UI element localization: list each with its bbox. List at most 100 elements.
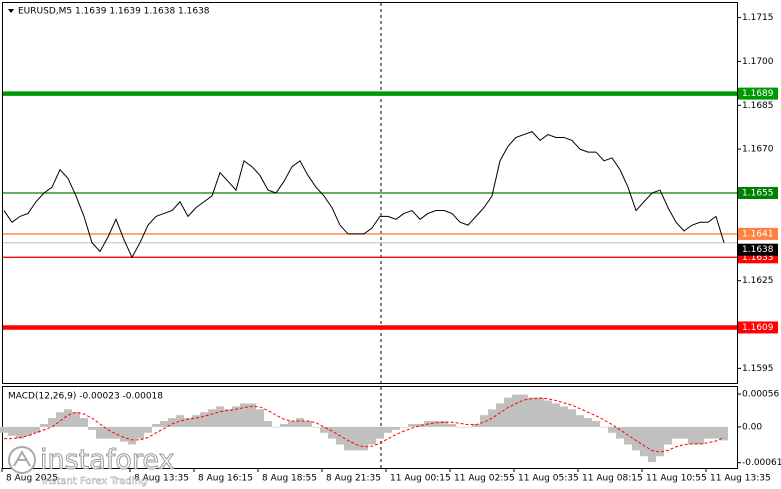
macd-bar (144, 426, 152, 433)
macd-bar (176, 415, 184, 427)
macd-bar (696, 426, 704, 445)
macd-bar (296, 418, 304, 427)
macd-bar (320, 426, 328, 433)
macd-bar (480, 415, 488, 427)
macd-bar (496, 403, 504, 427)
macd-bar (40, 423, 48, 427)
macd-bar (648, 426, 656, 463)
level-label-box (738, 187, 778, 199)
y-tick-label: 1.1595 (742, 364, 774, 374)
macd-bar (672, 426, 680, 439)
macd-bar (616, 426, 624, 439)
macd-bar (216, 406, 224, 427)
level-label: 1.1655 (742, 189, 774, 199)
price-panel-frame (2, 2, 738, 384)
level-label-box (738, 251, 778, 264)
macd-bar (368, 426, 376, 445)
macd-bar (152, 423, 160, 427)
macd-bar (160, 421, 168, 427)
macd-bar (632, 426, 640, 451)
macd-bar (168, 418, 176, 427)
macd-bar (392, 426, 400, 430)
macd-bar (504, 397, 512, 427)
macd-bar (576, 415, 584, 427)
level-label: 1.1641 (742, 229, 774, 239)
macd-bar (360, 426, 368, 451)
macd-bar (552, 403, 560, 427)
macd-bar (528, 397, 536, 427)
x-tick-label: 8 Aug 13:35 (134, 474, 189, 484)
macd-bar (384, 426, 392, 433)
macd-bar (104, 426, 112, 439)
level-label: 1.1633 (742, 253, 774, 263)
level-label: 1.1689 (742, 89, 774, 99)
watermark-brand: instaforex (40, 445, 174, 476)
level-label-box (738, 87, 778, 100)
macd-bar (448, 423, 456, 427)
macd-bar (416, 423, 424, 427)
menu-triangle (8, 9, 14, 13)
macd-bar (200, 412, 208, 427)
macd-bar (592, 421, 600, 427)
y-tick-label: 1.1625 (742, 276, 774, 286)
macd-bar (72, 412, 80, 427)
macd-bar (560, 406, 568, 427)
chart-title: EURUSD,M5 1.1639 1.1639 1.1638 1.1638 (18, 7, 210, 17)
macd-bar (568, 409, 576, 427)
macd-bar (128, 426, 136, 445)
x-tick-label: 11 Aug 05:35 (518, 474, 579, 484)
last-price-label: 1.1638 (742, 245, 774, 255)
macd-bar (432, 421, 440, 427)
macd-bar (288, 421, 296, 427)
macd-bar (720, 426, 728, 441)
price-line (3, 131, 725, 259)
macd-bar (208, 409, 216, 427)
macd-bar (88, 426, 96, 430)
macd-bar (688, 426, 696, 445)
macd-bar (376, 426, 384, 439)
macd-bar (16, 426, 24, 439)
macd-bar (512, 394, 520, 427)
y-tick-label: 0.00056 (742, 390, 779, 400)
level-label-box (738, 227, 778, 240)
macd-bar (96, 426, 104, 439)
macd-bar (328, 426, 336, 439)
macd-bar (456, 426, 464, 428)
macd-bar (464, 426, 472, 428)
x-tick-label: 11 Aug 10:55 (646, 474, 707, 484)
macd-title: MACD(12,26,9) -0.00023 -0.00018 (8, 392, 163, 402)
macd-bar (232, 406, 240, 427)
macd-bar (280, 423, 288, 427)
signal-line (4, 397, 725, 453)
macd-bar (184, 418, 192, 427)
macd-bar (240, 403, 248, 427)
macd-bar (400, 426, 408, 428)
macd-bar (344, 426, 352, 451)
macd-bar (256, 409, 264, 427)
macd-bar (32, 426, 40, 433)
x-tick-label: 8 Aug 2025 (6, 474, 58, 484)
macd-bar (680, 426, 688, 439)
macd-bar (24, 426, 32, 436)
macd-bar (600, 426, 608, 428)
macd-bar (56, 412, 64, 427)
x-tick-label: 11 Aug 13:35 (710, 474, 771, 484)
macd-bar (272, 426, 280, 428)
macd-bar (352, 426, 360, 451)
macd-bar (304, 421, 312, 427)
macd-bar (120, 426, 128, 442)
macd-bar (472, 423, 480, 427)
macd-bar (80, 418, 88, 427)
macd-bar (312, 426, 320, 428)
macd-bar (48, 418, 56, 427)
x-tick-label: 11 Aug 08:15 (582, 474, 643, 484)
y-tick-label: -0.00061 (742, 458, 781, 468)
x-tick-label: 11 Aug 00:15 (390, 474, 451, 484)
macd-bar (112, 426, 120, 439)
y-tick-label: 1.1685 (742, 101, 774, 111)
macd-bar (440, 421, 448, 427)
macd-bar (136, 426, 144, 439)
x-tick-label: 8 Aug 16:15 (198, 474, 253, 484)
last-price-box (738, 243, 778, 256)
plot-layer: 1.1715 1.1700 1.1685 1.1670 1.1625 1.1595 1.16… (0, 13, 781, 484)
